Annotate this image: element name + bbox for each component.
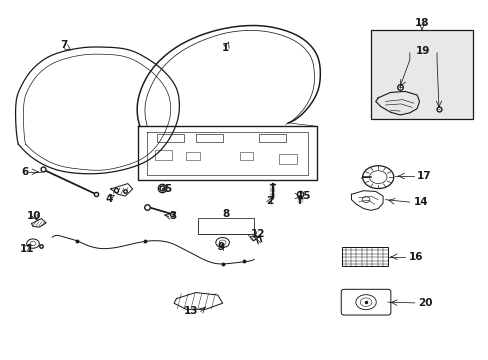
Text: 8: 8 <box>222 209 229 219</box>
Text: 15: 15 <box>296 191 310 201</box>
Text: 1: 1 <box>221 43 228 53</box>
Bar <box>259 134 285 143</box>
Bar <box>154 150 171 160</box>
Bar <box>370 30 472 119</box>
Bar <box>157 134 183 143</box>
Text: 19: 19 <box>415 46 430 56</box>
Text: 17: 17 <box>416 171 431 181</box>
Text: 10: 10 <box>27 211 41 221</box>
Text: 18: 18 <box>414 18 428 28</box>
Bar <box>278 154 296 164</box>
Text: 13: 13 <box>183 306 198 316</box>
Text: 9: 9 <box>217 242 224 252</box>
Text: 14: 14 <box>413 197 427 207</box>
Text: 7: 7 <box>60 40 67 50</box>
Bar <box>186 153 200 160</box>
Text: 3: 3 <box>168 211 176 221</box>
Text: 5: 5 <box>163 184 171 194</box>
Text: 16: 16 <box>408 252 423 262</box>
Text: 6: 6 <box>21 167 28 177</box>
Text: 2: 2 <box>265 197 273 206</box>
Bar <box>341 247 387 266</box>
Text: 12: 12 <box>250 229 265 239</box>
Text: 20: 20 <box>418 298 432 308</box>
Text: 4: 4 <box>105 194 113 203</box>
Text: 11: 11 <box>20 244 34 253</box>
Bar <box>196 134 222 143</box>
Bar <box>239 153 253 160</box>
